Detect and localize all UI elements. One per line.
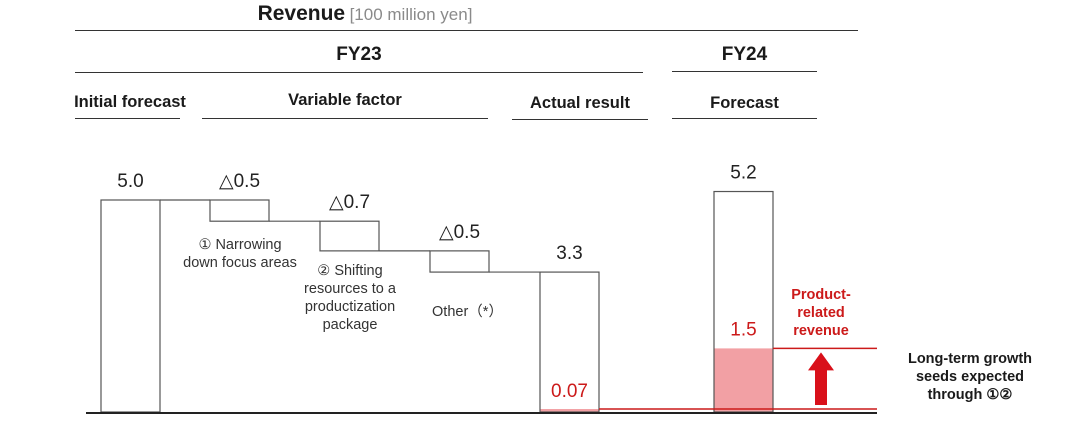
- factor1-label: ① Narrowing down focus areas: [183, 237, 297, 271]
- col-variable-factor: Variable factor: [288, 91, 402, 109]
- col-actual-result: Actual result: [530, 94, 630, 112]
- value-label-3: △0.5: [439, 222, 480, 243]
- col-forecast: Forecast: [710, 94, 779, 112]
- fy24-heading: FY24: [721, 44, 768, 65]
- bar-3: [429, 250, 490, 273]
- factor2-label: ② Shifting resources to a productization…: [304, 263, 396, 333]
- fy24-rule: [672, 71, 817, 72]
- bar-0: [100, 199, 161, 413]
- title-unit: [100 million yen]: [349, 5, 473, 24]
- up-arrow-icon: [808, 352, 834, 406]
- bar-2: [319, 220, 380, 252]
- growth-seeds-label: Long-term growth seeds expected through …: [907, 351, 1033, 403]
- title-rule: [75, 30, 858, 31]
- chart-title: Revenue [100 million yen]: [0, 2, 730, 26]
- factor3-label: Other（*）: [432, 304, 503, 320]
- fy23-heading: FY23: [336, 44, 382, 65]
- col-actual-rule: [512, 119, 648, 120]
- value-label-0: 5.0: [117, 171, 143, 192]
- value-label-5: 5.2: [730, 163, 756, 184]
- title-text: Revenue: [257, 2, 346, 25]
- col-initial-rule: [75, 118, 180, 119]
- product-revenue-label: Product-related revenue: [791, 287, 851, 339]
- product-segment-5: [714, 348, 773, 412]
- product-label-4: 0.07: [551, 381, 588, 402]
- value-label-2: △0.7: [329, 192, 370, 213]
- col-forecast-rule: [672, 118, 817, 119]
- product-segment-4: [540, 409, 599, 412]
- value-label-4: 3.3: [556, 243, 582, 264]
- col-initial-forecast: Initial forecast: [74, 93, 186, 111]
- bar-1: [209, 199, 270, 222]
- product-label-5: 1.5: [730, 319, 756, 340]
- col-variable-rule: [202, 118, 488, 119]
- value-label-1: △0.5: [219, 171, 260, 192]
- fy23-rule: [75, 72, 643, 73]
